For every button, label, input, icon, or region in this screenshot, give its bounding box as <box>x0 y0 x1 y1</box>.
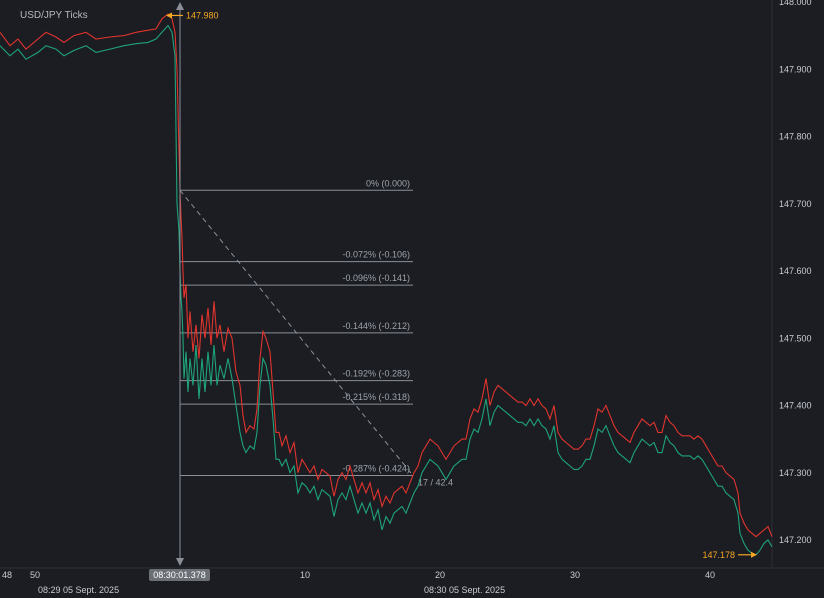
fib-level-label: -0.215% (-0.318) <box>342 392 410 402</box>
cursor-time-label: 08:30:01.378 <box>153 570 206 580</box>
price-axis[interactable]: 148.000 147.900 147.800 147.700 147.600 147.5… <box>779 0 812 545</box>
price-markers: 147.980 147.178 <box>166 10 757 560</box>
series-lines <box>0 13 773 556</box>
plot-background <box>0 0 772 568</box>
ask-series-line <box>0 13 773 538</box>
price-tick-label: 147.600 <box>779 266 812 276</box>
cursor-time-badge: 08:30:01.378 <box>149 569 210 581</box>
time-tick-label: 50 <box>30 570 40 580</box>
price-tick-label: 147.200 <box>779 535 812 545</box>
fib-level-label: -0.287% (-0.424) <box>342 463 410 473</box>
cursor-up-arrow-icon <box>176 2 184 10</box>
last-price-label: 147.178 <box>702 550 735 560</box>
time-axis[interactable]: 48 50 10 20 30 40 08:29 05 Sept. 2025 08:30 05 … <box>2 570 715 595</box>
price-tick-label: 147.300 <box>779 468 812 478</box>
cursor-time-background <box>149 569 210 581</box>
fib-level-label: -0.192% (-0.283) <box>342 369 410 379</box>
price-tick-label: 147.700 <box>779 199 812 209</box>
chart-title: USD/JPY Ticks <box>20 10 88 21</box>
date-label: 08:29 05 Sept. 2025 <box>38 585 119 595</box>
bid-series-line <box>0 24 773 556</box>
last-arrow-icon <box>751 551 757 558</box>
time-tick-label: 40 <box>705 570 715 580</box>
fib-level-label: 0% (0.000) <box>366 178 410 188</box>
time-tick-label: 30 <box>570 570 580 580</box>
fib-level-label: -0.096% (-0.141) <box>342 273 410 283</box>
price-tick-label: 147.400 <box>779 401 812 411</box>
fib-level-label: -0.144% (-0.212) <box>342 321 410 331</box>
time-tick-label: 48 <box>2 570 12 580</box>
high-price-label: 147.980 <box>186 10 219 20</box>
price-axis-background <box>772 0 824 598</box>
crosshair: 08:30:01.378 <box>149 2 210 581</box>
price-tick-label: 147.900 <box>779 64 812 74</box>
price-tick-label: 148.000 <box>779 0 812 7</box>
high-arrow-icon <box>166 12 172 19</box>
fib-level-label: -0.072% (-0.106) <box>342 250 410 260</box>
fib-measure-label: 17 / 42.4 <box>418 477 453 487</box>
date-label: 08:30 05 Sept. 2025 <box>424 585 505 595</box>
fib-trend-line <box>179 189 414 476</box>
time-tick-label: 10 <box>300 570 310 580</box>
price-tick-label: 147.500 <box>779 333 812 343</box>
price-tick-label: 147.800 <box>779 132 812 142</box>
cursor-down-arrow-icon <box>176 558 184 566</box>
fibonacci-tool[interactable]: 0% (0.000) -0.072% (-0.106) -0.096% (-0.14… <box>179 178 453 487</box>
time-tick-label: 20 <box>435 570 445 580</box>
